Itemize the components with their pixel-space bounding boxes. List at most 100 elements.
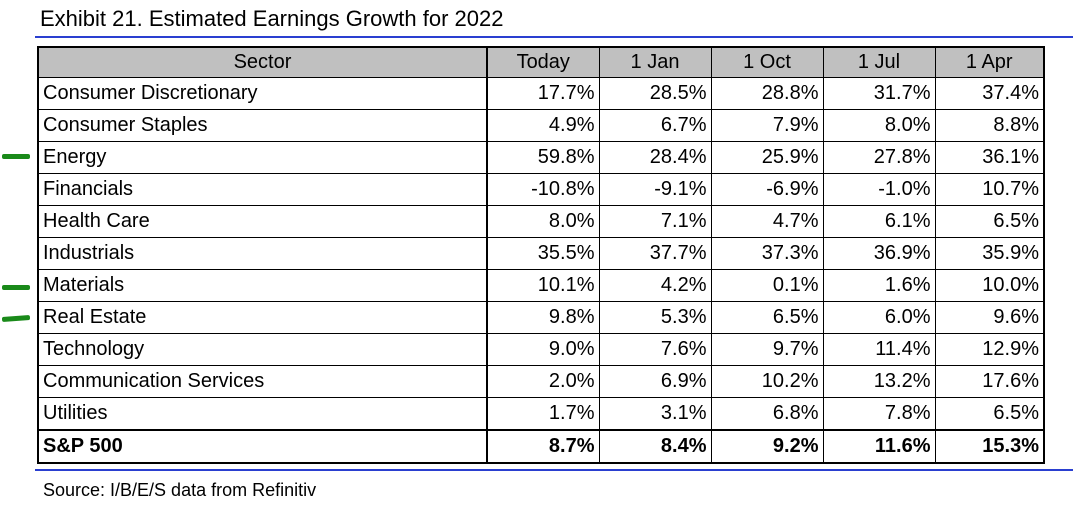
- sector-cell: Real Estate: [37, 301, 488, 334]
- annotation-mark: [1, 315, 31, 322]
- value-cell: -1.0%: [822, 173, 936, 206]
- value-cell: 6.5%: [934, 205, 1045, 238]
- value-cell: 12.9%: [934, 333, 1045, 366]
- value-cell: 0.1%: [710, 269, 824, 302]
- value-cell: 6.5%: [934, 397, 1045, 431]
- value-cell: 37.4%: [934, 77, 1045, 110]
- value-cell: 5.3%: [598, 301, 712, 334]
- sector-cell: Financials: [37, 173, 488, 206]
- value-cell: 28.4%: [598, 141, 712, 174]
- value-cell: 6.9%: [598, 365, 712, 398]
- value-cell: 6.8%: [710, 397, 824, 431]
- value-cell: 9.8%: [486, 301, 600, 334]
- value-cell: 27.8%: [822, 141, 936, 174]
- value-cell: 8.4%: [598, 429, 712, 464]
- sector-cell: Technology: [37, 333, 488, 366]
- table-row: Communication Services 2.0% 6.9% 10.2% 13.2%…: [37, 365, 1045, 398]
- value-cell: 28.8%: [710, 77, 824, 110]
- annotation-mark: [2, 154, 30, 159]
- table-row: Industrials 35.5% 37.7% 37.3% 36.9% 35.9%: [37, 237, 1045, 270]
- value-cell: -9.1%: [598, 173, 712, 206]
- value-cell: 15.3%: [934, 429, 1045, 464]
- value-cell: 7.1%: [598, 205, 712, 238]
- value-cell: 35.9%: [934, 237, 1045, 270]
- source-note: Source: I/B/E/S data from Refinitiv: [43, 480, 317, 500]
- value-cell: 8.0%: [486, 205, 600, 238]
- column-header: 1 Apr: [934, 46, 1045, 78]
- value-cell: 36.1%: [934, 141, 1045, 174]
- column-header: 1 Oct: [710, 46, 824, 78]
- value-cell: 6.0%: [822, 301, 936, 334]
- sector-cell: Materials: [37, 269, 488, 302]
- earnings-table: Sector Today 1 Jan 1 Oct 1 Jul 1 Apr Consumer…: [37, 46, 1045, 464]
- value-cell: 2.0%: [486, 365, 600, 398]
- sector-cell: Consumer Staples: [37, 109, 488, 142]
- value-cell: 10.7%: [934, 173, 1045, 206]
- value-cell: 35.5%: [486, 237, 600, 270]
- value-cell: 8.8%: [934, 109, 1045, 142]
- table-row: Financials -10.8% -9.1% -6.9% -1.0% 10.7%: [37, 173, 1045, 206]
- sector-cell: Health Care: [37, 205, 488, 238]
- header-row: Sector Today 1 Jan 1 Oct 1 Jul 1 Apr: [37, 46, 1045, 78]
- sector-cell: Industrials: [37, 237, 488, 270]
- bottom-rule: [35, 469, 1073, 471]
- column-header: 1 Jul: [822, 46, 936, 78]
- value-cell: 7.6%: [598, 333, 712, 366]
- value-cell: 11.4%: [822, 333, 936, 366]
- value-cell: 6.1%: [822, 205, 936, 238]
- value-cell: 9.6%: [934, 301, 1045, 334]
- value-cell: 10.0%: [934, 269, 1045, 302]
- value-cell: 17.7%: [486, 77, 600, 110]
- table-row: Consumer Staples 4.9% 6.7% 7.9% 8.0% 8.8%: [37, 109, 1045, 142]
- value-cell: 10.1%: [486, 269, 600, 302]
- value-cell: 4.9%: [486, 109, 600, 142]
- value-cell: 31.7%: [822, 77, 936, 110]
- sector-cell: Consumer Discretionary: [37, 77, 488, 110]
- table-row: Utilities 1.7% 3.1% 6.8% 7.8% 6.5%: [37, 397, 1045, 431]
- value-cell: 11.6%: [822, 429, 936, 464]
- value-cell: 17.6%: [934, 365, 1045, 398]
- sector-cell: Utilities: [37, 397, 488, 431]
- value-cell: 6.5%: [710, 301, 824, 334]
- value-cell: 59.8%: [486, 141, 600, 174]
- value-cell: 13.2%: [822, 365, 936, 398]
- sector-cell: Energy: [37, 141, 488, 174]
- value-cell: 8.7%: [486, 429, 600, 464]
- value-cell: -10.8%: [486, 173, 600, 206]
- table-row: S&P 500 8.7% 8.4% 9.2% 11.6% 15.3%: [37, 429, 1045, 464]
- value-cell: -6.9%: [710, 173, 824, 206]
- value-cell: 7.9%: [710, 109, 824, 142]
- column-header: Sector: [37, 46, 488, 78]
- value-cell: 7.8%: [822, 397, 936, 431]
- table-row: Real Estate 9.8% 5.3% 6.5% 6.0% 9.6%: [37, 301, 1045, 334]
- table-row: Health Care 8.0% 7.1% 4.7% 6.1% 6.5%: [37, 205, 1045, 238]
- column-header: Today: [486, 46, 600, 78]
- title: Exhibit 21. Estimated Earnings Growth fo…: [40, 6, 504, 31]
- value-cell: 25.9%: [710, 141, 824, 174]
- value-cell: 1.6%: [822, 269, 936, 302]
- value-cell: 3.1%: [598, 397, 712, 431]
- value-cell: 9.0%: [486, 333, 600, 366]
- value-cell: 8.0%: [822, 109, 936, 142]
- value-cell: 9.7%: [710, 333, 824, 366]
- table-row: Materials 10.1% 4.2% 0.1% 1.6% 10.0%: [37, 269, 1045, 302]
- value-cell: 37.3%: [710, 237, 824, 270]
- value-cell: 4.7%: [710, 205, 824, 238]
- column-header: 1 Jan: [598, 46, 712, 78]
- title-rule: [35, 36, 1073, 38]
- value-cell: 9.2%: [710, 429, 824, 464]
- value-cell: 36.9%: [822, 237, 936, 270]
- value-cell: 1.7%: [486, 397, 600, 431]
- sector-cell: S&P 500: [37, 429, 488, 464]
- value-cell: 6.7%: [598, 109, 712, 142]
- value-cell: 28.5%: [598, 77, 712, 110]
- table-row: Consumer Discretionary 17.7% 28.5% 28.8% 31.…: [37, 77, 1045, 110]
- table-row: Technology 9.0% 7.6% 9.7% 11.4% 12.9%: [37, 333, 1045, 366]
- value-cell: 37.7%: [598, 237, 712, 270]
- table-row: Energy 59.8% 28.4% 25.9% 27.8% 36.1%: [37, 141, 1045, 174]
- annotation-mark: [2, 285, 30, 290]
- value-cell: 10.2%: [710, 365, 824, 398]
- table-body: Consumer Discretionary 17.7% 28.5% 28.8% 31.…: [37, 77, 1045, 464]
- sector-cell: Communication Services: [37, 365, 488, 398]
